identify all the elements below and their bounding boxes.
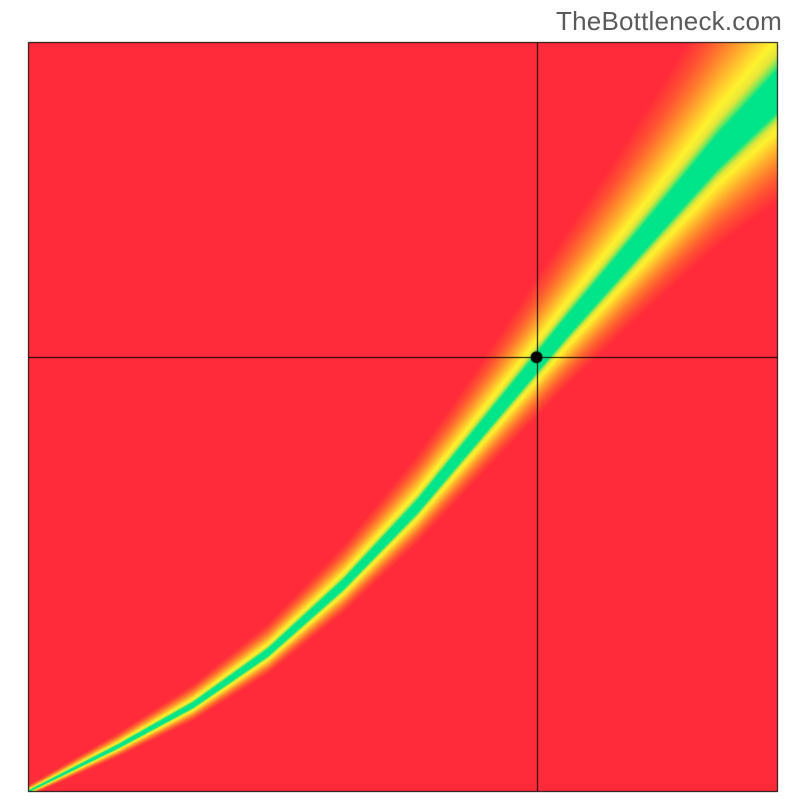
watermark-text: TheBottleneck.com [556, 6, 782, 37]
bottleneck-heatmap [0, 0, 800, 800]
